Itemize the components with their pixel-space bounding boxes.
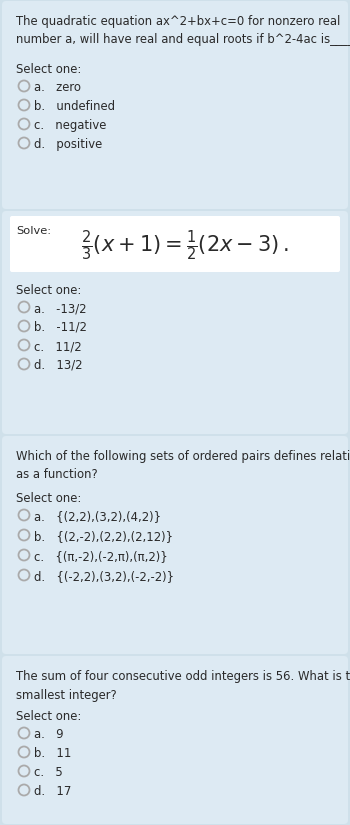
- Text: c.   11/2: c. 11/2: [34, 340, 82, 353]
- Text: d.   {(-2,2),(3,2),(-2,-2)}: d. {(-2,2),(3,2),(-2,-2)}: [34, 570, 174, 583]
- Text: a.   9: a. 9: [34, 728, 64, 741]
- Text: b.   undefined: b. undefined: [34, 100, 115, 113]
- Text: b.   {(2,-2),(2,2),(2,12)}: b. {(2,-2),(2,2),(2,12)}: [34, 530, 173, 543]
- FancyBboxPatch shape: [10, 216, 340, 272]
- Text: The sum of four consecutive odd integers is 56. What is the
smallest integer?: The sum of four consecutive odd integers…: [16, 670, 350, 701]
- Text: c.   negative: c. negative: [34, 119, 106, 132]
- FancyBboxPatch shape: [2, 211, 348, 434]
- Text: a.   zero: a. zero: [34, 81, 81, 94]
- Text: a.   {(2,2),(3,2),(4,2)}: a. {(2,2),(3,2),(4,2)}: [34, 510, 161, 523]
- Text: Select one:: Select one:: [16, 284, 81, 297]
- FancyBboxPatch shape: [2, 656, 348, 824]
- Text: Solve:: Solve:: [16, 226, 51, 236]
- Text: Select one:: Select one:: [16, 63, 81, 76]
- FancyBboxPatch shape: [2, 436, 348, 654]
- FancyBboxPatch shape: [2, 1, 348, 209]
- Text: The quadratic equation ax^2+bx+c=0 for nonzero real
number a, will have real and: The quadratic equation ax^2+bx+c=0 for n…: [16, 15, 350, 46]
- Text: d.   positive: d. positive: [34, 138, 102, 151]
- Text: Select one:: Select one:: [16, 492, 81, 505]
- Text: c.   {(π,-2),(-2,π),(π,2)}: c. {(π,-2),(-2,π),(π,2)}: [34, 550, 168, 563]
- Text: d.   17: d. 17: [34, 785, 71, 798]
- Text: b.   11: b. 11: [34, 747, 71, 760]
- Text: b.   -11/2: b. -11/2: [34, 321, 87, 334]
- Text: Which of the following sets of ordered pairs defines relation
as a function?: Which of the following sets of ordered p…: [16, 450, 350, 482]
- Text: $\frac{2}{3}(x + 1) = \frac{1}{2}(2x - 3)\,.$: $\frac{2}{3}(x + 1) = \frac{1}{2}(2x - 3…: [81, 229, 289, 263]
- Text: Select one:: Select one:: [16, 710, 81, 723]
- Text: d.   13/2: d. 13/2: [34, 359, 83, 372]
- Text: a.   -13/2: a. -13/2: [34, 302, 86, 315]
- Text: c.   5: c. 5: [34, 766, 63, 779]
